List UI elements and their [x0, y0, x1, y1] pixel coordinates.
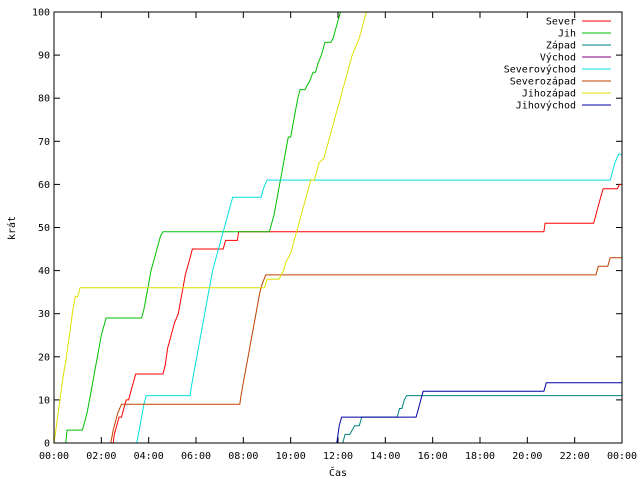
x-tick-label: 14:00 — [370, 451, 400, 462]
y-tick-label: 60 — [38, 180, 50, 191]
y-tick-label: 100 — [32, 8, 50, 19]
x-tick-label: 10:00 — [276, 451, 306, 462]
y-tick-label: 20 — [38, 352, 50, 363]
series-line-1 — [65, 11, 341, 444]
y-tick-labels: 0 10 20 30 40 50 60 70 80 90 100 — [32, 8, 50, 450]
legend-label: Jih — [558, 29, 576, 40]
legend-label: Jihovýchod — [516, 100, 576, 112]
series-line-6 — [53, 11, 367, 444]
legend-label: Jihozápad — [522, 88, 576, 100]
x-tick-label: 02:00 — [86, 451, 116, 462]
x-tick-label: 06:00 — [181, 451, 211, 462]
y-tick-label: 40 — [38, 266, 50, 277]
x-tick-label: 12:00 — [323, 451, 353, 462]
legend-label: Sever — [546, 17, 576, 28]
x-tick-labels: 00:00 02:00 04:00 06:00 08:00 10:00 12:00 14:00… — [39, 451, 637, 462]
series-line-2 — [342, 395, 622, 444]
x-tick-label: 22:00 — [560, 451, 590, 462]
series-lines — [53, 11, 622, 444]
legend-label: Severozápad — [510, 76, 576, 88]
x-tick-label: 00:00 — [607, 451, 637, 462]
x-tick-label: 18:00 — [465, 451, 495, 462]
y-tick-label: 10 — [38, 395, 50, 406]
y-tick-label: 30 — [38, 309, 50, 320]
x-axis-label: Čas — [329, 466, 347, 479]
x-tick-label: 00:00 — [39, 451, 69, 462]
series-line-7 — [336, 382, 622, 444]
y-tick-label: 80 — [38, 94, 50, 105]
legend-label: Severovýchod — [504, 64, 576, 76]
plot-frame — [53, 11, 623, 444]
legend: SeverJihZápadVýchodSeverovýchodSeverozáp… — [504, 17, 611, 112]
x-tick-label: 08:00 — [228, 451, 258, 462]
series-line-4 — [136, 153, 622, 444]
legend-label: Východ — [540, 52, 576, 64]
x-tick-label: 04:00 — [134, 451, 164, 462]
x-tick-label: 20:00 — [512, 451, 542, 462]
y-axis-label: krát — [6, 216, 18, 240]
series-line-5 — [110, 257, 622, 444]
legend-label: Západ — [546, 40, 576, 52]
y-tick-label: 0 — [44, 439, 50, 450]
series-line-0 — [112, 183, 622, 444]
y-tick-label: 50 — [38, 223, 50, 234]
y-tick-label: 90 — [38, 51, 50, 62]
y-tick-label: 70 — [38, 137, 50, 148]
x-tick-label: 16:00 — [418, 451, 448, 462]
